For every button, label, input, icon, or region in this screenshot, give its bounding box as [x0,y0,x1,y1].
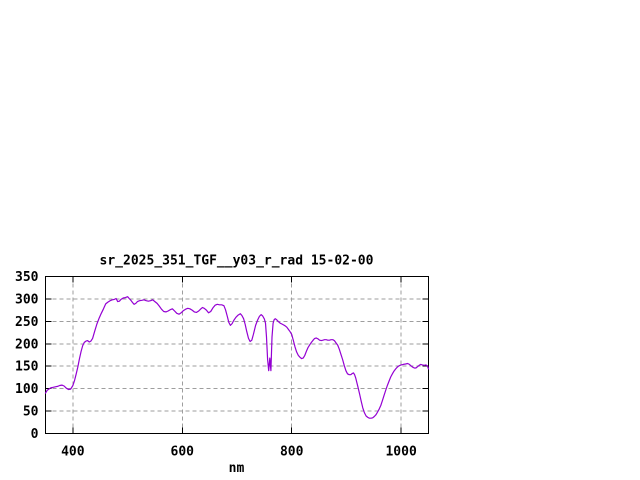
series-lines [44,296,430,419]
plot-border [45,276,429,434]
x-tick-label: 1000 [385,445,416,460]
y-tick-label: 100 [15,382,39,397]
chart-title: sr_2025_351_TGF__y03_r_rad 15-02-00 [100,254,374,269]
tick-labels: 0 50 100 150 200 250 300 350 400 600 800 1000 [15,270,417,460]
x-tick-label: 800 [280,445,304,460]
x-tick-label: 400 [61,445,85,460]
x-axis-label: nm [229,461,245,476]
y-tick-label: 350 [15,270,39,285]
y-tick-label: 150 [15,360,39,375]
y-tick-label: 50 [23,405,39,420]
grid [45,276,429,434]
y-tick-label: 300 [15,292,39,307]
y-tick-label: 0 [31,427,39,442]
axes [45,276,429,434]
y-tick-label: 250 [15,315,39,330]
y-tick-label: 200 [15,337,39,352]
series-line [44,296,430,419]
x-tick-label: 600 [171,445,195,460]
